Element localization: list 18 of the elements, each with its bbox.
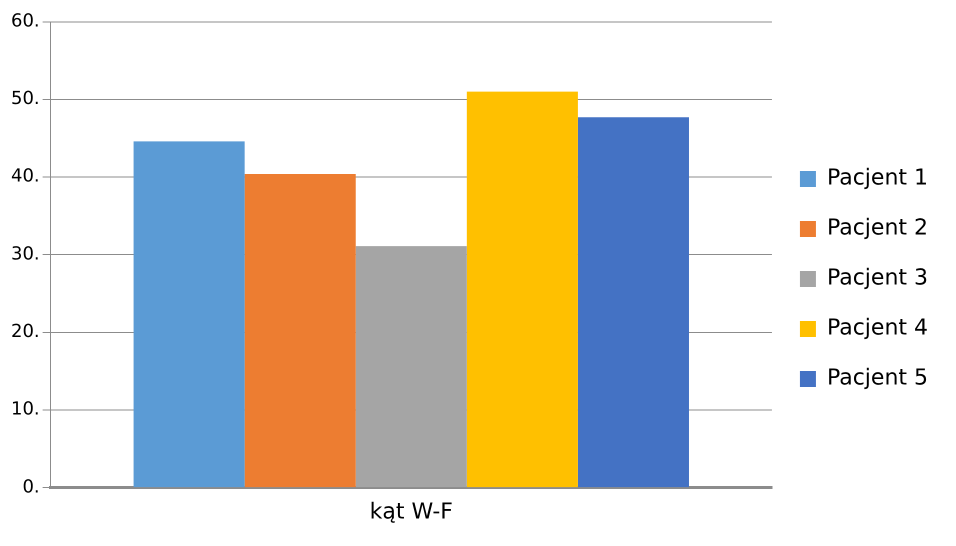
bar — [244, 174, 356, 488]
x-tick-label: kąt W-F — [370, 500, 453, 525]
legend-label: Pacjent 5 — [826, 366, 928, 391]
y-tick-label: 30. — [10, 243, 40, 264]
y-tick-label: 40. — [10, 166, 40, 187]
bar — [466, 92, 578, 488]
bar — [356, 246, 467, 488]
legend-label: Pacjent 1 — [826, 166, 928, 191]
bar — [578, 117, 689, 488]
legend-label: Pacjent 4 — [826, 316, 928, 341]
y-tick-label: 50. — [10, 88, 40, 110]
y-tick-label: 10. — [10, 398, 40, 420]
y-tick-label: 60. — [10, 10, 40, 32]
legend-label: Pacjent 3 — [826, 266, 928, 291]
bar — [134, 141, 245, 488]
y-tick-label: 0. — [22, 476, 40, 498]
legend-label: Pacjent 2 — [826, 216, 928, 241]
y-tick-label: 20. — [10, 321, 40, 342]
